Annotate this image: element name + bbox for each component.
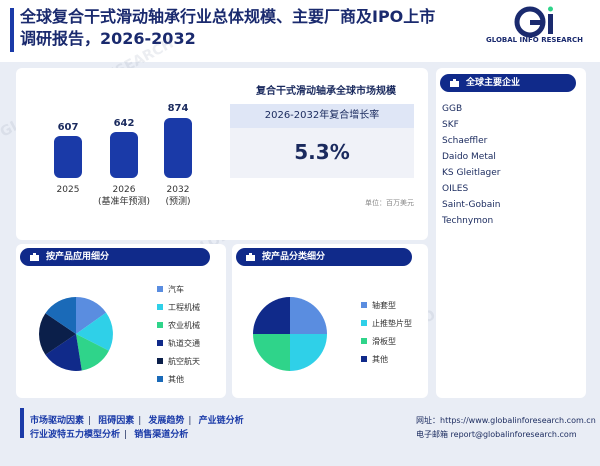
market-size-title: 复合干式滑动轴承全球市场规模 bbox=[256, 86, 396, 97]
company-logo bbox=[514, 6, 553, 38]
header: 全球复合干式滑动轴承行业总体规模、主要厂商及IPO上市调研报告，2026-203… bbox=[0, 0, 600, 62]
pie-slice bbox=[290, 334, 327, 371]
legend-swatch bbox=[361, 338, 367, 344]
company-item: OILES bbox=[442, 184, 469, 194]
legend-swatch bbox=[157, 340, 163, 346]
legend-item: 农业机械 bbox=[157, 320, 200, 331]
pie-slice bbox=[253, 334, 290, 371]
legend-item: 滑板型 bbox=[361, 336, 396, 347]
separator: | bbox=[138, 416, 142, 426]
legend-label: 轨道交通 bbox=[168, 339, 200, 348]
bar-label-year: 2026 bbox=[112, 185, 136, 195]
legend-label: 轴套型 bbox=[372, 301, 396, 310]
legend-swatch bbox=[361, 320, 367, 326]
application-pie-chart bbox=[38, 297, 113, 371]
bar-2026 bbox=[110, 132, 138, 178]
building-icon bbox=[246, 253, 255, 261]
legend-item: 轨道交通 bbox=[157, 338, 200, 349]
pie-slice bbox=[38, 313, 76, 355]
cagr-value: 5.3% bbox=[294, 140, 350, 164]
unit-label: 单位：百万美元 bbox=[365, 199, 414, 207]
legend-label: 工程机械 bbox=[168, 303, 200, 312]
legend-label: 滑板型 bbox=[372, 337, 396, 346]
company-item: Saint-Gobain bbox=[442, 200, 501, 210]
separator: | bbox=[124, 430, 128, 440]
companies-panel bbox=[436, 68, 586, 398]
bar-2032 bbox=[164, 118, 192, 178]
legend-swatch bbox=[157, 376, 163, 382]
companies-header-label: 全球主要企业 bbox=[466, 78, 521, 88]
company-item: Schaeffler bbox=[442, 136, 488, 146]
bar-label-note: (基准年预测) bbox=[97, 197, 151, 207]
pie-slice bbox=[290, 297, 327, 334]
bar-label: 2025 bbox=[38, 184, 98, 196]
legend-label: 其他 bbox=[168, 375, 184, 384]
cagr-box: 2026-2032年复合增长率 5.3% bbox=[230, 104, 414, 178]
type-header: 按产品分类细分 bbox=[236, 248, 412, 266]
pie-slice bbox=[76, 312, 113, 351]
type-header-label: 按产品分类细分 bbox=[262, 252, 326, 262]
bar-2025 bbox=[54, 136, 82, 178]
bar-label: 2032 (预测) bbox=[148, 184, 208, 208]
legend-swatch bbox=[157, 304, 163, 310]
type-pie-chart bbox=[253, 297, 327, 371]
pie-slice bbox=[45, 297, 76, 334]
email-link[interactable]: 电子邮箱 report@globalinforesearch.com bbox=[416, 430, 577, 439]
website-link[interactable]: 网址：https://www.globalinforesearch.com.cn bbox=[416, 416, 596, 425]
company-item: Technymon bbox=[442, 216, 494, 226]
pie-slice bbox=[253, 297, 290, 334]
company-item: KS Gleitlager bbox=[442, 168, 501, 178]
legend-label: 其他 bbox=[372, 355, 388, 364]
legend-item: 工程机械 bbox=[157, 302, 200, 313]
legend-swatch bbox=[157, 286, 163, 292]
bar-label: 2026 (基准年预测) bbox=[94, 184, 154, 208]
pie-slice bbox=[76, 334, 109, 371]
company-item: GGB bbox=[442, 104, 463, 114]
legend-label: 汽车 bbox=[168, 285, 184, 294]
bar-value: 607 bbox=[57, 122, 79, 133]
link-barriers[interactable]: 阻碍因素 bbox=[98, 416, 135, 426]
legend-item: 其他 bbox=[361, 354, 388, 365]
link-drivers[interactable]: 市场驱动因素 bbox=[30, 416, 85, 426]
bar-label-year: 2032 bbox=[166, 185, 190, 195]
separator: | bbox=[188, 416, 192, 426]
building-icon bbox=[30, 253, 39, 261]
legend-swatch bbox=[361, 356, 367, 362]
footer-contact: 网址：https://www.globalinforesearch.com.cn… bbox=[416, 414, 596, 442]
legend-item: 汽车 bbox=[157, 284, 184, 295]
pie-slice bbox=[76, 297, 107, 334]
bar-label-year: 2025 bbox=[56, 185, 80, 195]
separator: | bbox=[88, 416, 92, 426]
bar-label-note: (预测) bbox=[165, 197, 191, 207]
legend-item: 其他 bbox=[157, 374, 184, 385]
legend-label: 止推垫片型 bbox=[372, 319, 412, 328]
pie-slice bbox=[45, 334, 82, 371]
legend-swatch bbox=[157, 358, 163, 364]
link-five-forces[interactable]: 行业波特五力模型分析 bbox=[30, 430, 121, 440]
company-item: SKF bbox=[442, 120, 459, 130]
link-sales-channels[interactable]: 销售渠道分析 bbox=[134, 430, 189, 440]
legend-label: 航空航天 bbox=[168, 357, 200, 366]
application-header: 按产品应用细分 bbox=[20, 248, 210, 266]
title-accent-bar bbox=[10, 8, 14, 52]
building-icon bbox=[450, 79, 459, 87]
footer-accent-bar bbox=[20, 408, 24, 438]
footer-links: 市场驱动因素 | 阻碍因素 | 发展趋势 | 产业链分析 行业波特五力模型分析 | 销售… bbox=[30, 414, 244, 442]
bar-value: 642 bbox=[113, 118, 135, 129]
legend-swatch bbox=[157, 322, 163, 328]
bar-value: 874 bbox=[167, 103, 189, 114]
legend-swatch bbox=[361, 302, 367, 308]
link-value-chain[interactable]: 产业链分析 bbox=[198, 416, 244, 426]
legend-item: 止推垫片型 bbox=[361, 318, 412, 329]
page-title: 全球复合干式滑动轴承行业总体规模、主要厂商及IPO上市调研报告，2026-203… bbox=[20, 7, 436, 48]
companies-header: 全球主要企业 bbox=[440, 74, 576, 92]
link-trends[interactable]: 发展趋势 bbox=[148, 416, 185, 426]
legend-item: 轴套型 bbox=[361, 300, 396, 311]
application-header-label: 按产品应用细分 bbox=[46, 252, 110, 262]
cagr-label: 2026-2032年复合增长率 bbox=[230, 104, 414, 128]
legend-label: 农业机械 bbox=[168, 321, 200, 330]
company-item: Daido Metal bbox=[442, 152, 496, 162]
logo-text: GLOBAL INFO RESEARCH bbox=[486, 36, 583, 44]
legend-item: 航空航天 bbox=[157, 356, 200, 367]
